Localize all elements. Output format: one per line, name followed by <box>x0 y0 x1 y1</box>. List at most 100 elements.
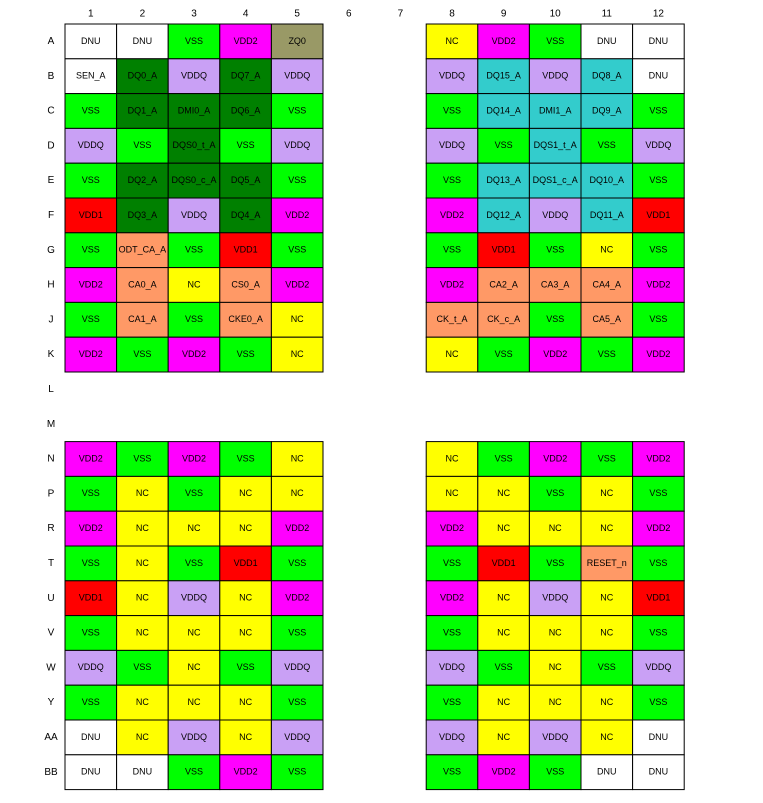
ball-cell <box>167 197 221 234</box>
row-label: Y <box>48 697 55 708</box>
ball-cell <box>425 510 479 547</box>
row-label: T <box>48 558 54 569</box>
ball-cell <box>219 197 272 234</box>
ball-cell <box>64 510 118 547</box>
ball-signal: NC <box>549 662 562 672</box>
ball-signal: DQ10_A <box>590 175 625 185</box>
ball-signal: VDD2 <box>646 523 670 533</box>
ball-signal: VSS <box>288 105 306 115</box>
ball-signal: DQ9_A <box>592 105 622 115</box>
ball-cell <box>580 719 634 756</box>
ball-signal: VDD2 <box>492 36 516 46</box>
ball-signal: VDD2 <box>646 279 670 289</box>
ball-signal: VSS <box>237 140 255 150</box>
ball-signal: SEN_A <box>76 71 106 81</box>
ball-signal: VDDQ <box>439 732 465 742</box>
ball-signal: NC <box>497 593 510 603</box>
ball-signal: VSS <box>443 767 461 777</box>
row-label: A <box>48 36 55 47</box>
ball-cell <box>580 580 634 617</box>
ball-cell <box>64 615 118 651</box>
ball-cell <box>528 649 582 686</box>
ball-signal: VSS <box>185 767 203 777</box>
ball-signal: VDD1 <box>79 593 103 603</box>
ball-signal: VDD2 <box>646 453 670 463</box>
ball-cell <box>477 162 530 199</box>
ball-signal: VSS <box>133 453 151 463</box>
ball-signal: NC <box>239 593 252 603</box>
ball-cell <box>64 301 118 338</box>
ball-signal: NC <box>549 627 562 637</box>
ball-cell <box>477 719 530 756</box>
ball-signal: VDDQ <box>284 732 310 742</box>
ball-signal: VSS <box>288 245 306 255</box>
ball-signal: DQ11_A <box>590 210 624 220</box>
ball-signal: NC <box>136 523 149 533</box>
row-label: AA <box>44 732 58 743</box>
row-label: H <box>47 280 54 291</box>
column-label: 12 <box>653 9 665 20</box>
ball-signal: VSS <box>82 627 100 637</box>
ball-signal: VSS <box>82 697 100 707</box>
ball-cell <box>477 441 530 477</box>
ball-signal: NC <box>136 593 149 603</box>
row-label: U <box>47 593 54 604</box>
ball-cell <box>64 719 118 756</box>
ball-signal: VDD2 <box>285 523 309 533</box>
ball-cell <box>477 93 530 129</box>
ball-signal: VSS <box>546 245 564 255</box>
ball-cell <box>425 197 479 234</box>
ball-signal: VDDQ <box>439 662 465 672</box>
ball-signal: VDD2 <box>285 593 309 603</box>
ball-signal: VSS <box>495 662 513 672</box>
ball-signal: DMI1_A <box>539 105 572 115</box>
ball-signal: VDDQ <box>181 210 207 220</box>
ball-signal: VSS <box>546 314 564 324</box>
ball-signal: NC <box>188 627 201 637</box>
ball-cell <box>580 93 634 129</box>
ball-cell <box>632 267 685 303</box>
ball-signal: CA0_A <box>128 279 157 289</box>
ball-cell <box>116 475 169 512</box>
ball-signal: VSS <box>82 314 100 324</box>
ball-cell <box>425 649 479 686</box>
ball-signal: NC <box>446 488 459 498</box>
ball-cell <box>116 649 169 686</box>
ball-cell <box>528 267 582 303</box>
ball-cell <box>64 649 118 686</box>
ball-signal: NC <box>239 523 252 533</box>
ball-signal: DQ7_A <box>231 71 261 81</box>
ball-cell <box>632 615 685 651</box>
ball-signal: DQS1_t_A <box>534 140 577 150</box>
ball-signal: ODT_CA_A <box>119 245 167 255</box>
ball-signal: NC <box>291 314 304 324</box>
ball-signal: VSS <box>288 175 306 185</box>
ball-cell <box>528 336 582 373</box>
ball-signal: NC <box>291 349 304 359</box>
ball-signal: VSS <box>495 140 513 150</box>
ball-cell <box>580 162 634 199</box>
ball-signal: NC <box>136 732 149 742</box>
ball-signal: NC <box>600 627 613 637</box>
ball-cell <box>477 336 530 373</box>
ball-cell <box>632 127 685 164</box>
ball-cell <box>528 23 582 60</box>
ball-cell <box>425 754 479 791</box>
ball-cell <box>425 23 479 60</box>
ball-signal: DNU <box>81 36 101 46</box>
ball-signal: DQ6_A <box>231 105 261 115</box>
ball-cell <box>270 754 324 791</box>
ball-cell <box>477 267 530 303</box>
ball-cell <box>580 232 634 269</box>
ball-cell <box>219 267 272 303</box>
ball-signal: VSS <box>133 140 151 150</box>
ball-cell <box>116 162 169 199</box>
ball-cell <box>580 684 634 721</box>
ball-cell <box>528 441 582 477</box>
ball-signal: NC <box>291 488 304 498</box>
row-label: R <box>47 523 54 534</box>
ball-cell <box>632 232 685 269</box>
ball-cell <box>580 545 634 582</box>
ball-cell <box>425 684 479 721</box>
ball-signal: VDD2 <box>440 279 464 289</box>
